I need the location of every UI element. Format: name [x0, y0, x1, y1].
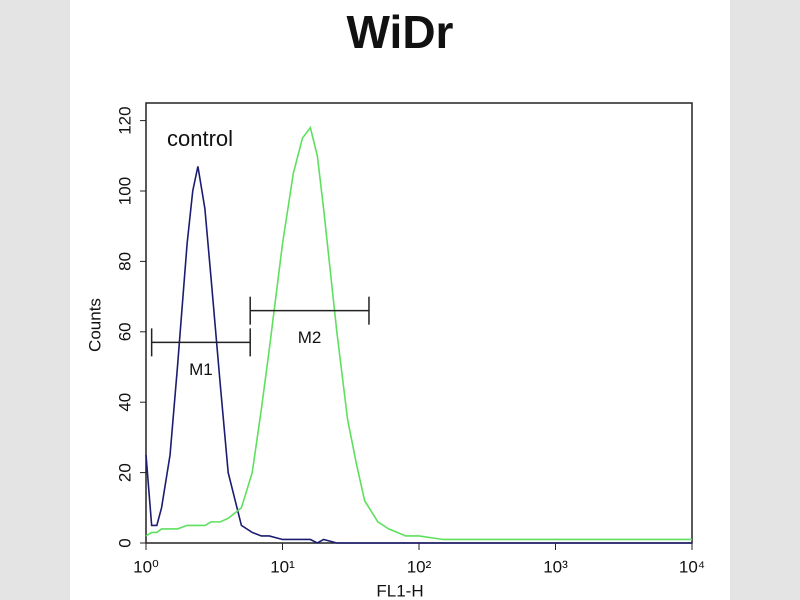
chart-title: WiDr [347, 6, 454, 58]
y-tick-label: 0 [115, 538, 134, 547]
y-tick-label: 80 [115, 252, 134, 271]
series-line [145, 166, 692, 544]
y-tick-label: 60 [115, 322, 134, 341]
y-tick-label: 20 [115, 463, 134, 482]
series-annotation: control [167, 126, 233, 151]
x-tick-label: 10⁴ [679, 557, 705, 576]
series-line [145, 125, 692, 541]
x-tick-label: 10³ [543, 557, 568, 576]
y-tick-label: 120 [115, 106, 134, 134]
panel [70, 0, 730, 600]
gate-label: M1 [189, 360, 213, 379]
x-tick-label: 10⁰ [133, 557, 159, 576]
y-tick-label: 100 [115, 177, 134, 205]
x-axis-label: FL1-H [376, 581, 423, 600]
gate-label: M2 [298, 328, 322, 347]
x-tick-label: 10¹ [270, 557, 295, 576]
y-axis-label: Counts [85, 298, 104, 352]
y-tick-label: 40 [115, 393, 134, 412]
x-tick-label: 10² [407, 557, 432, 576]
